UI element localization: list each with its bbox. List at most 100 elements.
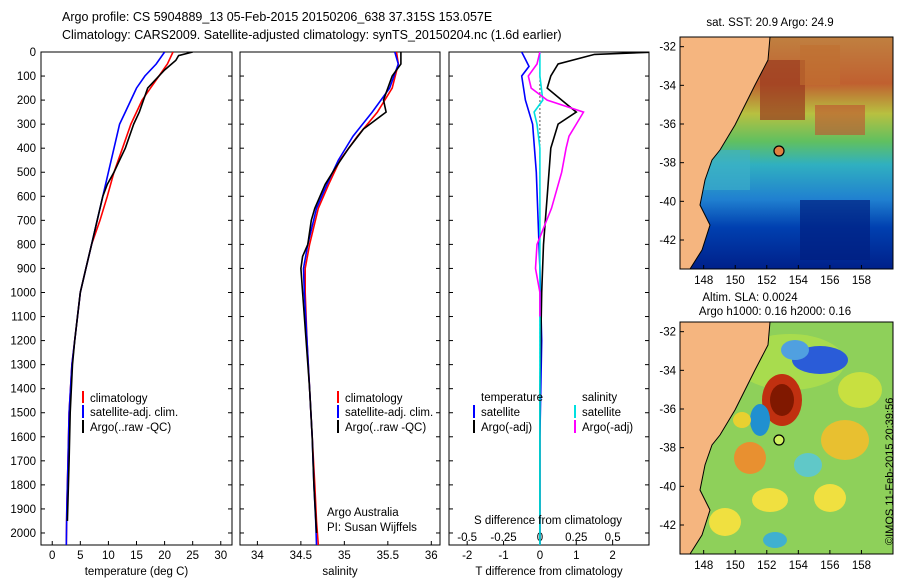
map-y-tick-label: -36 <box>659 404 676 416</box>
plot-frame <box>40 51 233 546</box>
legend-argo-label: Argo(..raw -QC) <box>345 422 426 434</box>
annotation-line1: Argo Australia <box>327 507 399 519</box>
y-tick-label: 1800 <box>10 480 36 492</box>
y-tick-label: 900 <box>17 263 36 275</box>
difference-legend: temperature salinity satellite Argo(-adj… <box>473 392 633 527</box>
x-tick-label: 36 <box>425 550 438 562</box>
legend-ssat-label: satellite <box>582 407 621 419</box>
x-tick-label: 25 <box>186 550 199 562</box>
sla-map-title1: Altim. SLA: 0.0024 <box>702 292 798 304</box>
x-tick-label: 15 <box>130 550 143 562</box>
x-tick-label: -2 <box>462 550 472 562</box>
map-y-tick-label: -42 <box>659 520 676 532</box>
sla-axes: 148 150 152 154 156 158 -32 -34 -36 -38 -40 -42 <box>659 327 871 572</box>
y-tick-label: 500 <box>17 167 36 179</box>
salinity-legend: climatology satellite-adj. clim. Argo(..… <box>327 391 433 534</box>
x-tick-label: -1 <box>498 550 508 562</box>
series-group <box>65 52 193 545</box>
series-line-satellite-adj-clim- <box>302 52 400 545</box>
y-tick-label: 1200 <box>10 336 36 348</box>
y-tick-label: 600 <box>17 191 36 203</box>
y-tick-label: 1300 <box>10 360 36 372</box>
y-tick-label: 1600 <box>10 432 36 444</box>
header-line1: Argo profile: CS 5904889_13 05-Feb-2015 … <box>62 10 492 24</box>
x-axis-label: T difference from climatology <box>475 566 622 578</box>
sla-argo-marker <box>773 434 785 446</box>
sla-map-title2: Argo h1000: 0.16 h2000: 0.16 <box>699 306 851 318</box>
map-y-tick-label: -40 <box>659 481 676 493</box>
series-line-t-satellite <box>520 52 543 545</box>
s-tick-label: 0.5 <box>605 532 621 544</box>
x-axis-label: salinity <box>322 566 357 578</box>
legend-clim-label: climatology <box>90 393 148 405</box>
y-tick-label: 1000 <box>10 287 36 299</box>
map-y-tick-label: -36 <box>659 119 676 131</box>
imos-watermark: ©IMOS 11-Feb-2015 20:39:56 <box>884 398 896 545</box>
sst-map-title: sat. SST: 20.9 Argo: 24.9 <box>706 17 833 29</box>
x-tick-label: 2 <box>609 550 615 562</box>
plot-frame <box>239 51 441 546</box>
series-line-satellite-adj-clim- <box>65 52 166 545</box>
map-x-tick-label: 148 <box>694 275 713 287</box>
map-y-tick-label: -38 <box>659 443 676 455</box>
map-y-tick-label: -38 <box>659 158 676 170</box>
series-line-climatology <box>304 52 400 545</box>
y-tick-label: 300 <box>17 119 36 131</box>
map-x-tick-label: 148 <box>694 560 713 572</box>
series-line-t-argo-adj- <box>539 52 649 545</box>
map-y-tick-label: -32 <box>659 327 676 339</box>
sst-map: sat. SST: 20.9 Argo: 24.9 148 150 152 154 15… <box>659 17 894 287</box>
map-y-tick-label: -34 <box>659 365 676 377</box>
map-x-tick-label: 152 <box>757 560 776 572</box>
temperature-panel: 0100200300400500600700800900100011001200… <box>10 47 233 578</box>
sst-axes: 148 150 152 154 156 158 -32 -34 -36 -38 -40 -42 <box>659 42 871 287</box>
y-tick-label: 1500 <box>10 408 36 420</box>
map-y-tick-label: -32 <box>659 42 676 54</box>
x-tick-label: 5 <box>77 550 83 562</box>
legend-tsat-label: satellite <box>481 407 520 419</box>
temperature-legend: climatology satellite-adj. clim. Argo(..… <box>82 391 178 434</box>
map-x-tick-label: 152 <box>757 275 776 287</box>
map-x-tick-label: 158 <box>852 560 871 572</box>
s-diff-axis-label: S difference from climatology <box>474 515 622 527</box>
x-tick-label: 35.5 <box>377 550 399 562</box>
map-x-tick-label: 150 <box>726 275 745 287</box>
y-tick-label: 200 <box>17 95 36 107</box>
series-line-argo-raw-qc- <box>300 52 402 534</box>
map-x-tick-label: 150 <box>726 560 745 572</box>
x-tick-label: 10 <box>102 550 115 562</box>
sst-argo-marker <box>773 145 785 157</box>
y-tick-label: 1700 <box>10 456 36 468</box>
y-tick-label: 1100 <box>11 312 36 324</box>
s-tick-label: -0.5 <box>457 532 477 544</box>
series-line-s-satellite <box>533 52 544 545</box>
y-tick-label: 1400 <box>10 384 36 396</box>
map-x-tick-label: 154 <box>789 560 809 572</box>
map-x-tick-label: 154 <box>789 275 809 287</box>
series-line-argo-raw-qc- <box>66 52 193 522</box>
y-tick-label: 100 <box>17 71 36 83</box>
legend-argo-label: Argo(..raw -QC) <box>90 422 171 434</box>
series-line-s-argo-adj- <box>527 52 585 317</box>
salinity-panel: 34 34.5 35 35.5 36 salinity <box>239 51 441 578</box>
map-x-tick-label: 156 <box>820 560 839 572</box>
s-tick-label: -0.25 <box>490 532 516 544</box>
sla-map: Altim. SLA: 0.0024 Argo h1000: 0.16 h200… <box>659 292 894 572</box>
map-x-tick-label: 156 <box>820 275 839 287</box>
legend-title-salinity: salinity <box>582 392 617 404</box>
x-axis-label: temperature (deg C) <box>85 566 189 578</box>
s-tick-label: 0.25 <box>565 532 587 544</box>
map-y-tick-label: -42 <box>659 235 676 247</box>
series-group <box>520 52 649 545</box>
legend-targo-label: Argo(-adj) <box>481 422 532 434</box>
x-tick-label: 34.5 <box>290 550 312 562</box>
y-tick-label: 1900 <box>10 504 36 516</box>
y-tick-label: 400 <box>17 143 36 155</box>
x-tick-label: 1 <box>573 550 579 562</box>
legend-sargo-label: Argo(-adj) <box>582 422 633 434</box>
x-tick-label: 30 <box>214 550 227 562</box>
x-tick-label: 35 <box>338 550 351 562</box>
plot-frame <box>448 51 650 546</box>
